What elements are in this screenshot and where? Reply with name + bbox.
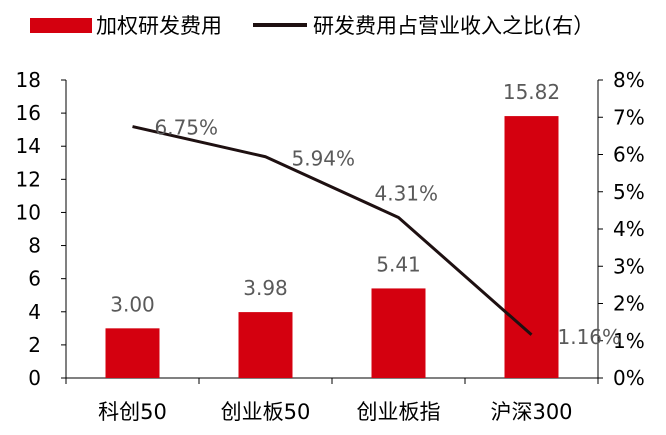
y-right-tick-label: 6% [613, 143, 645, 167]
y-right-tick-label: 7% [613, 105, 645, 129]
y-left-tick-label: 2 [28, 333, 41, 357]
bar [504, 116, 559, 378]
bar [371, 288, 426, 378]
line-data-label: 1.16% [558, 325, 622, 349]
y-left-tick-label: 16 [16, 101, 41, 125]
y-left-tick-label: 14 [16, 134, 41, 158]
y-left-tick-label: 4 [28, 300, 41, 324]
y-right-tick-label: 3% [613, 254, 645, 278]
bar [105, 328, 160, 378]
legend-line-swatch [253, 23, 307, 27]
bar-data-label: 3.98 [243, 276, 288, 300]
line-data-label: 6.75% [155, 116, 219, 140]
y-left-tick-label: 10 [16, 200, 41, 224]
y-left-tick-label: 0 [28, 366, 41, 390]
bar-data-label: 3.00 [110, 292, 155, 316]
legend-line-label: 研发费用占营业收入之比(右） [313, 14, 595, 38]
x-tick-label: 创业板指 [357, 400, 441, 424]
line-data-label: 4.31% [375, 181, 439, 205]
x-tick-label: 科创50 [98, 400, 167, 424]
y-right-tick-label: 4% [613, 217, 645, 241]
line-series [132, 125, 533, 336]
bar-data-label: 5.41 [376, 252, 421, 276]
line-data-label: 5.94% [292, 147, 356, 171]
y-left-tick-label: 18 [16, 68, 41, 92]
legend-item-bar: 加权研发费用 [30, 10, 222, 40]
y-left-tick-label: 6 [28, 267, 41, 291]
y-right-tick-label: 5% [613, 180, 645, 204]
y-left-tick-label: 12 [16, 167, 41, 191]
y-right-tick-label: 2% [613, 292, 645, 316]
legend: 加权研发费用 研发费用占营业收入之比(右） [0, 6, 666, 40]
bar [238, 312, 293, 378]
legend-bar-label: 加权研发费用 [96, 14, 222, 38]
y-left-tick-label: 8 [28, 234, 41, 258]
legend-item-line: 研发费用占营业收入之比(右） [253, 10, 594, 40]
legend-bar-swatch [30, 17, 92, 33]
bar-data-label: 15.82 [503, 80, 560, 104]
y-right-tick-label: 1% [613, 329, 645, 353]
x-tick-label: 创业板50 [221, 400, 311, 424]
y-right-tick-label: 0% [613, 366, 645, 390]
y-right-tick-label: 8% [613, 68, 645, 92]
x-tick-label: 沪深300 [490, 400, 572, 424]
